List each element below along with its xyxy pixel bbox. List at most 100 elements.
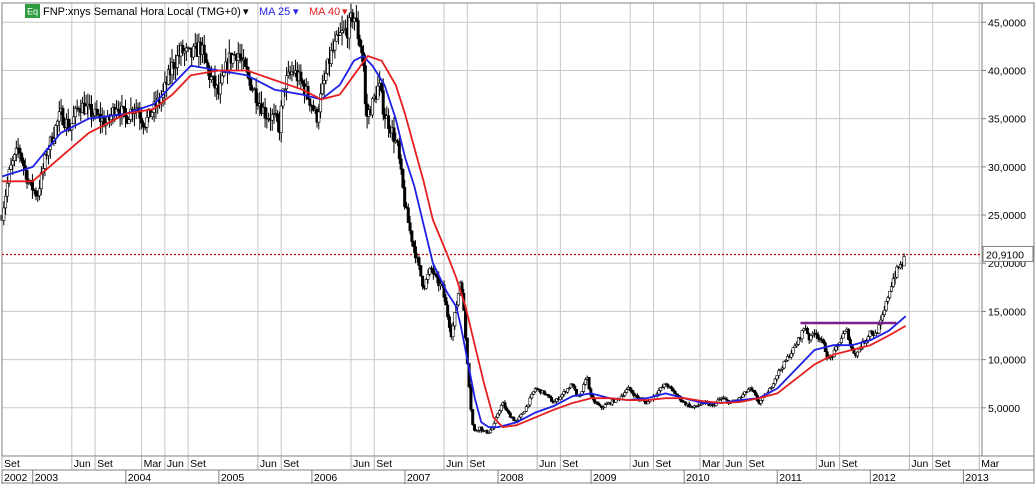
x-tick-label: Jun xyxy=(74,458,91,470)
candle-body xyxy=(453,312,457,327)
price-candle xyxy=(809,334,813,343)
candle-body xyxy=(317,111,321,123)
candle-body xyxy=(843,330,847,334)
year-tick-label: 2008 xyxy=(500,472,524,484)
x-tick-label: Set xyxy=(655,458,671,470)
x-tick-label: Set xyxy=(190,458,206,470)
candle-body xyxy=(777,370,781,376)
candle-body xyxy=(141,122,145,128)
candle-body xyxy=(818,338,822,340)
price-candle xyxy=(521,412,525,415)
price-candle xyxy=(342,20,346,34)
price-candle xyxy=(331,38,335,54)
candle-body xyxy=(238,53,242,58)
candle-body xyxy=(571,383,575,387)
candle-body xyxy=(43,154,47,169)
x-tick-label: Set xyxy=(376,458,392,470)
price-candle xyxy=(673,390,677,395)
price-candle xyxy=(566,388,570,394)
candle-body xyxy=(567,387,571,389)
price-candle xyxy=(519,413,523,420)
year-tick-label: 2009 xyxy=(593,472,617,484)
instrument-icon-label: Eq xyxy=(27,7,38,17)
chevron-down-icon[interactable]: ▾ xyxy=(293,6,299,18)
candle-body xyxy=(886,297,890,302)
ma-short-label[interactable]: MA 25 xyxy=(259,6,290,18)
y-tick-label: 45,0000 xyxy=(988,17,1026,29)
candle-body xyxy=(213,75,217,89)
price-candle xyxy=(660,384,664,389)
price-candle xyxy=(392,117,396,154)
candle-body xyxy=(868,330,872,337)
price-candle xyxy=(426,269,430,284)
candle-body xyxy=(821,339,825,344)
price-candle xyxy=(11,155,15,175)
candle-body xyxy=(589,388,593,396)
price-candle xyxy=(340,15,344,46)
candle-body xyxy=(800,330,804,340)
price-candle xyxy=(893,271,897,285)
candle-body xyxy=(27,182,31,184)
candle-body xyxy=(902,256,906,267)
candle-body xyxy=(301,80,305,85)
y-tick-label: 10,0000 xyxy=(988,355,1026,367)
price-candle xyxy=(403,179,407,210)
candle-body xyxy=(21,160,25,166)
symbol-label[interactable]: FNP:xnys Semanal Hora Local (TMG+0) xyxy=(43,6,241,18)
price-candle xyxy=(784,358,788,363)
candle-body xyxy=(508,412,512,418)
price-candle xyxy=(172,58,176,80)
price-candle xyxy=(150,111,154,120)
price-candle xyxy=(141,120,145,135)
candle-body xyxy=(270,114,274,121)
candle-body xyxy=(13,154,17,162)
price-candle xyxy=(881,311,885,324)
price-candle xyxy=(308,97,312,112)
price-candle xyxy=(326,58,330,76)
candle-body xyxy=(528,397,532,406)
candle-body xyxy=(410,230,414,242)
candle-body xyxy=(387,115,391,129)
price-candle xyxy=(487,432,491,434)
price-candle xyxy=(805,326,809,335)
candle-body xyxy=(122,105,126,109)
price-candle xyxy=(20,151,24,164)
x-tick-label: Set xyxy=(749,458,765,470)
price-candle xyxy=(95,100,99,119)
y-tick-label: 35,0000 xyxy=(988,114,1026,126)
price-candle xyxy=(251,85,255,93)
candle-body xyxy=(573,385,577,390)
year-tick-label: 2004 xyxy=(128,472,152,484)
candle-body xyxy=(73,107,77,118)
price-candle xyxy=(623,390,627,398)
price-candle xyxy=(419,265,423,277)
candle-body xyxy=(873,332,877,337)
candle-body xyxy=(181,45,185,54)
candle-body xyxy=(505,407,509,411)
candle-body xyxy=(376,85,380,100)
price-candle xyxy=(841,330,845,339)
candle-body xyxy=(25,170,29,184)
candle-body xyxy=(882,309,886,315)
x-tick-label: Set xyxy=(469,458,485,470)
candle-body xyxy=(243,58,247,67)
price-candle xyxy=(524,404,528,412)
price-candle xyxy=(363,54,367,116)
price-candle xyxy=(662,383,666,390)
price-candle xyxy=(453,312,457,330)
ma-long-label[interactable]: MA 40 xyxy=(309,6,340,18)
chevron-down-icon[interactable]: ▾ xyxy=(243,6,249,18)
candle-body xyxy=(84,105,88,115)
price-candle xyxy=(496,412,500,419)
candle-body xyxy=(888,290,892,299)
price-candle xyxy=(753,389,757,397)
candle-body xyxy=(354,17,358,21)
price-candle xyxy=(750,386,754,392)
instrument-icon[interactable] xyxy=(25,4,40,18)
price-candle xyxy=(36,190,40,203)
candle-body xyxy=(603,404,607,408)
candle-body xyxy=(7,169,11,184)
candle-body xyxy=(890,286,894,292)
candle-body xyxy=(499,405,503,411)
chevron-down-icon[interactable]: ▾ xyxy=(342,6,348,18)
